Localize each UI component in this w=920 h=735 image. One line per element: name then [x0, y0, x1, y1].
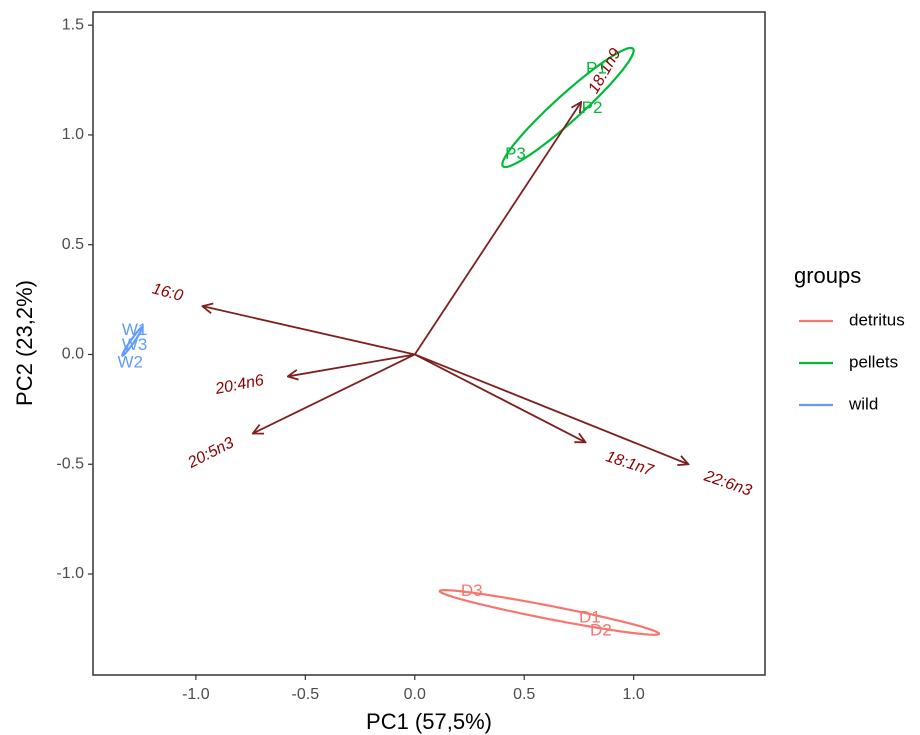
x-tick-label: 0.5 — [513, 686, 535, 703]
point-label-w1: W1 — [122, 320, 148, 339]
y-tick-label: 1.5 — [62, 16, 84, 33]
x-tick-label: 0.0 — [404, 686, 426, 703]
loading-arrow-18-1n7 — [414, 353, 586, 442]
ellipse-wild — [121, 325, 144, 357]
x-axis-title: PC1 (57,5%) — [366, 709, 492, 734]
point-label-p2: P2 — [582, 98, 603, 117]
x-axis: -1.0 -0.5 0.0 0.5 1.0 — [182, 675, 645, 703]
loading-arrow-18-1n9 — [414, 102, 581, 355]
point-label-d1: D1 — [579, 607, 601, 626]
ellipse-pellets — [501, 46, 635, 169]
point-label-d3: D3 — [461, 581, 483, 600]
legend-label-pellets: pellets — [849, 352, 898, 371]
y-tick-label: -1.0 — [56, 565, 84, 582]
point-label-w3: W3 — [122, 335, 148, 354]
point-label-p1: P1 — [586, 59, 607, 78]
plot-panel-border — [92, 11, 766, 676]
loading-arrow-16-0 — [202, 306, 415, 356]
y-tick-label: -0.5 — [56, 455, 84, 472]
ellipse-layer — [121, 46, 661, 636]
legend: groups detritus pellets wild — [794, 263, 905, 413]
y-tick-label: 1.0 — [62, 126, 84, 143]
ellipse-detritus — [438, 589, 661, 636]
loading-arrow-20-4n6 — [288, 353, 415, 376]
y-tick-label: 0.0 — [62, 346, 84, 363]
point-label-p3: P3 — [505, 144, 526, 163]
legend-label-wild: wild — [848, 394, 878, 413]
y-axis-title: PC2 (23,2%) — [12, 280, 37, 406]
x-tick-label: -0.5 — [292, 686, 320, 703]
legend-title: groups — [794, 263, 861, 288]
loading-arrow-22-6n3 — [414, 353, 689, 464]
x-tick-label: -1.0 — [182, 686, 210, 703]
legend-label-detritus: detritus — [849, 310, 905, 329]
loading-arrow-layer — [202, 102, 688, 464]
loading-arrow-20-5n3 — [253, 353, 416, 433]
plot-background — [93, 12, 765, 675]
point-label-d2: D2 — [590, 621, 612, 640]
x-tick-label: 1.0 — [623, 686, 645, 703]
y-axis: -1.0 -0.5 0.0 0.5 1.0 1.5 — [56, 16, 93, 582]
point-label-w2: W2 — [117, 353, 143, 372]
y-tick-label: 0.5 — [62, 236, 84, 253]
